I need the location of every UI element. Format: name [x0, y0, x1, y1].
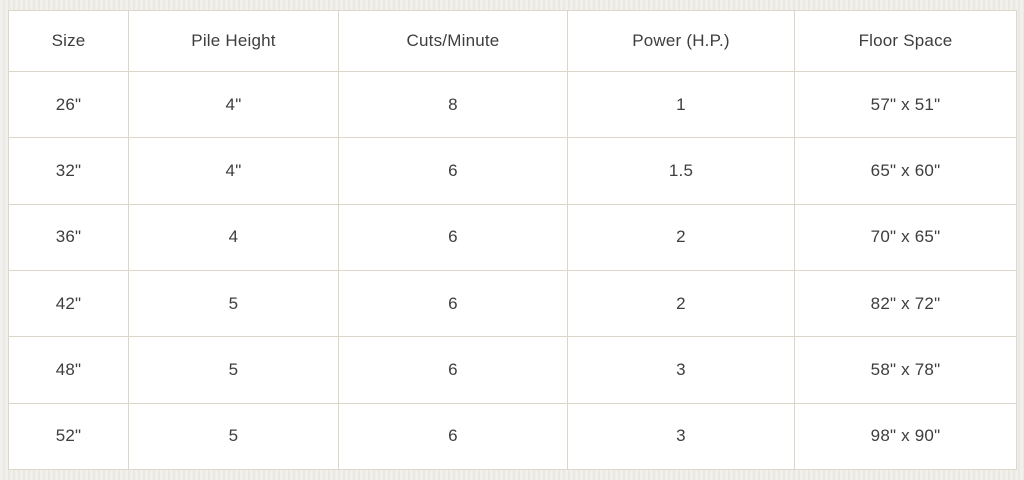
- cell-floor-space: 98" x 90": [794, 402, 1017, 471]
- cell-cuts-minute: 6: [338, 269, 568, 338]
- cell-power-hp: 3: [567, 336, 795, 404]
- cell-floor-space: 82" x 72": [794, 269, 1017, 338]
- cell-size: 42": [8, 269, 129, 338]
- cell-pile-height: 4: [128, 203, 339, 271]
- cell-cuts-minute: 8: [338, 70, 568, 139]
- cell-pile-height: 5: [128, 269, 339, 338]
- header-row: Size Pile Height Cuts/Minute Power (H.P.…: [8, 10, 1017, 72]
- cell-size: 52": [8, 402, 129, 471]
- cell-cuts-minute: 6: [338, 402, 568, 471]
- column-header-floor-space: Floor Space: [794, 10, 1017, 72]
- cell-cuts-minute: 6: [338, 137, 568, 205]
- cell-pile-height: 5: [128, 402, 339, 471]
- cell-size: 32": [8, 137, 129, 205]
- machine-specs-table-container: Size Pile Height Cuts/Minute Power (H.P.…: [8, 10, 1017, 471]
- cell-size: 26": [8, 70, 129, 139]
- table-row: 42" 5 6 2 82" x 72": [8, 269, 1017, 338]
- cell-power-hp: 1: [567, 70, 795, 139]
- column-header-power-hp: Power (H.P.): [567, 10, 795, 72]
- column-header-cuts-minute: Cuts/Minute: [338, 10, 568, 72]
- cell-power-hp: 1.5: [567, 137, 795, 205]
- cell-size: 36": [8, 203, 129, 271]
- table-header: Size Pile Height Cuts/Minute Power (H.P.…: [8, 10, 1017, 72]
- cell-cuts-minute: 6: [338, 203, 568, 271]
- cell-cuts-minute: 6: [338, 336, 568, 404]
- cell-size: 48": [8, 336, 129, 404]
- table-row: 48" 5 6 3 58" x 78": [8, 336, 1017, 404]
- table-row: 36" 4 6 2 70" x 65": [8, 203, 1017, 271]
- column-header-pile-height: Pile Height: [128, 10, 339, 72]
- table-row: 52" 5 6 3 98" x 90": [8, 402, 1017, 471]
- cell-pile-height: 4": [128, 70, 339, 139]
- column-header-size: Size: [8, 10, 129, 72]
- cell-power-hp: 2: [567, 269, 795, 338]
- cell-floor-space: 65" x 60": [794, 137, 1017, 205]
- cell-pile-height: 4": [128, 137, 339, 205]
- cell-pile-height: 5: [128, 336, 339, 404]
- table-row: 26" 4" 8 1 57" x 51": [8, 70, 1017, 139]
- cell-power-hp: 3: [567, 402, 795, 471]
- machine-specs-table: Size Pile Height Cuts/Minute Power (H.P.…: [8, 10, 1017, 471]
- cell-power-hp: 2: [567, 203, 795, 271]
- cell-floor-space: 58" x 78": [794, 336, 1017, 404]
- cell-floor-space: 57" x 51": [794, 70, 1017, 139]
- cell-floor-space: 70" x 65": [794, 203, 1017, 271]
- table-row: 32" 4" 6 1.5 65" x 60": [8, 137, 1017, 205]
- table-body: 26" 4" 8 1 57" x 51" 32" 4" 6 1.5 65" x …: [8, 70, 1017, 471]
